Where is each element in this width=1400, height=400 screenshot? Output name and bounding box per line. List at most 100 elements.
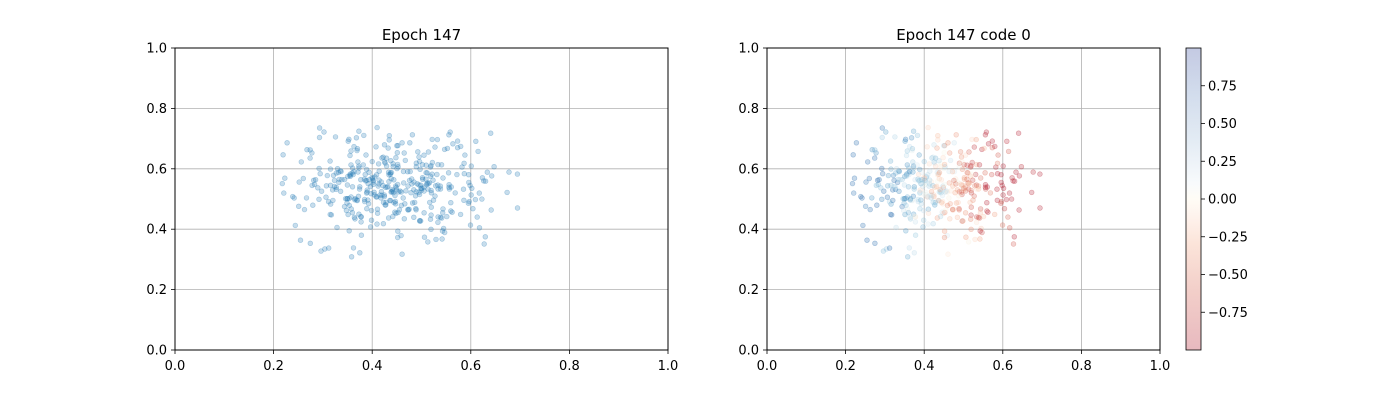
right-scatter-point: [931, 160, 938, 166]
right-scatter-point: [903, 195, 909, 202]
right-scatter-point: [988, 171, 995, 178]
right-scatter-point: [951, 140, 957, 146]
right-scatter-point: [941, 150, 947, 156]
left-scatter-point: [337, 188, 344, 195]
right-scatter-point: [962, 152, 969, 158]
right-scatter-point: [903, 171, 910, 177]
right-scatter-point: [920, 207, 927, 214]
left-scatter-point: [356, 165, 362, 171]
left-scatter-point: [351, 168, 357, 175]
left-scatter-point: [474, 214, 480, 220]
right-scatter-point: [904, 206, 911, 212]
right-scatter-point: [919, 176, 925, 183]
left-scatter-point: [390, 188, 396, 194]
right-scatter-point: [890, 172, 897, 179]
left-scatter-point: [481, 241, 487, 247]
left-scatter-point: [425, 149, 432, 155]
right-scatter-point: [938, 163, 944, 170]
right-y-tick-label: 0.4: [738, 223, 759, 238]
right-scatter-point: [951, 177, 957, 184]
left-scatter-point: [355, 193, 362, 200]
left-scatter-point: [279, 180, 285, 187]
left-scatter-point: [325, 199, 332, 205]
right-scatter-point: [916, 166, 923, 173]
right-scatter-point: [958, 189, 965, 195]
left-scatter-point: [373, 144, 379, 150]
right-scatter-point: [936, 170, 942, 176]
left-scatter-point: [321, 129, 327, 135]
left-scatter-point: [387, 170, 394, 176]
right-scatter-point: [890, 197, 896, 204]
right-scatter-point: [962, 184, 969, 190]
right-scatter-point: [938, 199, 945, 206]
left-scatter-point: [354, 147, 360, 154]
right-scatter-point: [971, 144, 977, 150]
left-scatter-point: [316, 125, 323, 131]
right-scatter-point: [936, 158, 942, 164]
left-scatter-point: [395, 181, 401, 188]
right-scatter-point: [960, 218, 966, 224]
right-scatter-point: [888, 201, 894, 207]
left-scatter-point: [376, 177, 382, 183]
right-scatter-point: [884, 183, 891, 189]
right-scatter-point: [879, 196, 885, 203]
right-scatter-point: [925, 206, 932, 212]
left-scatter-point: [427, 216, 434, 222]
right-scatter-point: [941, 234, 948, 241]
left-scatter-point: [350, 171, 356, 178]
left-scatter-point: [370, 177, 376, 184]
right-scatter-point: [931, 159, 937, 165]
left-scatter-point: [439, 228, 446, 234]
left-scatter-point: [434, 136, 441, 143]
right-scatter-point: [907, 196, 914, 202]
right-scatter-point: [907, 197, 913, 203]
left-scatter-point: [349, 184, 356, 190]
left-scatter-point: [425, 239, 431, 245]
right-scatter-point: [901, 196, 908, 202]
scatter-plot-left: Epoch 147 0.0 0.2 0.4 0.6 0.8 1.0 0.00.20.40.…: [146, 26, 678, 374]
right-scatter-point: [976, 215, 983, 221]
left-scatter-point: [415, 149, 421, 155]
right-scatter-point: [869, 195, 875, 201]
right-scatter-point: [973, 219, 980, 226]
right-scatter-point: [989, 138, 995, 144]
right-scatter-point: [912, 213, 918, 220]
left-scatter-point: [412, 193, 419, 199]
left-scatter-point: [437, 186, 444, 192]
left-scatter-point: [346, 202, 352, 209]
right-scatter-point: [969, 136, 975, 143]
right-scatter-point: [917, 187, 923, 193]
right-scatter-point: [909, 197, 916, 204]
left-scatter-point: [428, 190, 435, 196]
left-scatter-point: [423, 181, 430, 188]
left-scatter-point: [409, 132, 416, 138]
right-scatter-point: [910, 163, 917, 169]
right-x-tick-label: 0.6: [992, 359, 1013, 374]
right-scatter-point: [935, 171, 942, 177]
left-scatter-point: [381, 159, 388, 165]
left-scatter-point: [411, 214, 417, 221]
right-scatter-point: [909, 147, 915, 154]
right-scatter-point: [926, 181, 933, 187]
right-scatter-point: [960, 185, 966, 192]
right-scatter-point: [1006, 190, 1013, 196]
left-scatter-point: [382, 202, 388, 208]
right-scatter-point: [906, 245, 912, 251]
right-scatter-point: [903, 202, 909, 209]
left-scatter-point: [413, 160, 419, 166]
right-scatter-point: [958, 154, 965, 160]
left-scatter-point: [327, 211, 333, 218]
right-scatter-point: [943, 188, 950, 194]
left-scatter-point: [331, 177, 338, 184]
right-x-tick-label: 1.0: [1150, 359, 1171, 374]
left-scatter-point: [430, 197, 437, 203]
left-scatter-point: [350, 245, 357, 251]
left-scatter-point: [362, 198, 368, 205]
right-scatter-point: [850, 152, 856, 158]
right-scatter-point: [920, 183, 926, 190]
left-scatter-point: [367, 183, 374, 190]
left-scatter-point: [386, 137, 392, 143]
left-scatter-point: [352, 216, 358, 222]
left-scatter-point: [383, 155, 390, 161]
left-scatter-point: [357, 184, 363, 190]
